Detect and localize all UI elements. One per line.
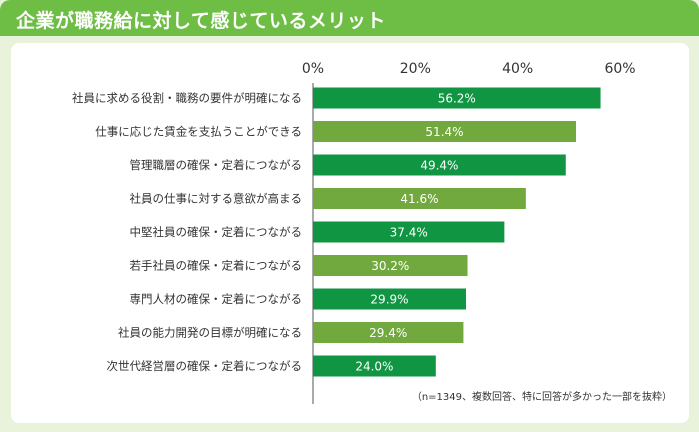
category-label: 社員に求める役割・職務の要件が明確になる [72,91,302,105]
title-bar: 企業が職務給に対して感じているメリット [0,0,699,36]
footnote: （n=1349、複数回答、特に回答が多かった一部を抜粋） [412,390,672,403]
data-label: 49.4% [420,159,458,173]
bar [313,121,576,142]
data-label: 41.6% [400,192,438,206]
category-label: 仕事に応じた賃金を支払うことができる [95,125,302,139]
bar [313,154,566,176]
data-label: 37.4% [390,226,428,240]
data-label: 30.2% [371,259,409,273]
category-label: 次世代経営層の確保・定着につながる [107,359,303,373]
data-label: 56.2% [438,92,476,106]
category-label: 社員の仕事に対する意欲が高まる [130,192,303,206]
bar [313,288,466,310]
bar [313,255,468,276]
bar [313,221,505,243]
category-label: 専門人材の確保・定着につながる [130,292,303,306]
category-label: 若手社員の確保・定着につながる [130,259,303,273]
bar [313,355,436,377]
data-label: 24.0% [355,360,393,374]
category-label: 管理職層の確保・定着につながる [130,158,303,172]
chart-title: 企業が職務給に対して感じているメリット [16,10,386,32]
x-tick-label: 0% [302,61,324,77]
x-tick-label: 20% [400,61,431,77]
bar [313,322,464,343]
bar [313,87,601,109]
category-label: 中堅社員の確保・定着につながる [130,225,303,239]
category-label: 社員の能力開発の目標が明確になる [118,326,302,340]
bar [313,188,526,209]
data-label: 29.9% [370,293,408,307]
data-label: 51.4% [425,125,463,139]
x-tick-label: 40% [502,61,533,77]
x-tick-label: 60% [604,61,635,77]
data-label: 29.4% [369,326,407,340]
